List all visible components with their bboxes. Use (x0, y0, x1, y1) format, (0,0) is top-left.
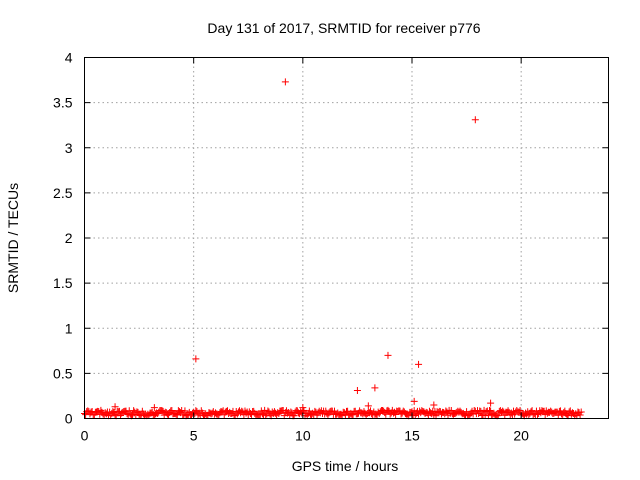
outlier-point (471, 116, 479, 124)
baseline-point (130, 407, 138, 415)
baseline-point (442, 407, 450, 415)
baseline-point (484, 412, 492, 420)
axis-ticks (84, 57, 609, 419)
baseline-point (447, 406, 455, 414)
y-tick-label: 0 (65, 411, 73, 427)
y-tick-label: 3 (65, 140, 73, 156)
y-tick-label: 0.5 (53, 365, 73, 381)
grid-lines (84, 57, 609, 419)
y-tick-label: 3.5 (53, 95, 73, 111)
y-tick-label: 1.5 (53, 275, 73, 291)
baseline-point (181, 407, 189, 415)
outlier-point (371, 384, 379, 392)
x-axis-label: GPS time / hours (292, 458, 399, 474)
baseline-point (482, 408, 490, 416)
y-tick-label: 2 (65, 230, 73, 246)
baseline-point (576, 411, 584, 419)
baseline-point (564, 412, 572, 420)
outlier-point (192, 355, 200, 363)
y-tick-label: 2.5 (53, 185, 73, 201)
outlier-point (299, 404, 307, 412)
outlier-point (384, 351, 392, 359)
outlier-point (281, 78, 289, 86)
y-tick-labels: 0 0.5 1 1.5 2 2.5 3 3.5 4 (53, 50, 73, 427)
x-tick-label: 20 (513, 428, 529, 444)
baseline-point (82, 411, 90, 419)
y-axis-label: SRMTID / TECUs (5, 183, 21, 293)
outlier-point (430, 401, 438, 409)
baseline-point (534, 411, 542, 419)
outlier-point (364, 402, 372, 410)
y-tick-label: 1 (65, 320, 73, 336)
x-tick-label: 0 (81, 428, 89, 444)
outlier-point (150, 404, 158, 412)
outlier-point (353, 387, 361, 395)
x-tick-label: 5 (190, 428, 198, 444)
y-tick-label: 4 (65, 50, 73, 66)
x-tick-labels: 0 5 10 15 20 (81, 428, 530, 444)
chart-title: Day 131 of 2017, SRMTID for receiver p77… (207, 20, 480, 36)
x-tick-label: 10 (295, 428, 311, 444)
data-points (81, 78, 585, 420)
x-tick-label: 15 (404, 428, 420, 444)
baseline-point (554, 411, 562, 419)
outlier-point (415, 360, 423, 368)
outlier-point (111, 403, 119, 411)
baseline-point (577, 408, 585, 416)
outlier-point (410, 397, 418, 405)
baseline-point (158, 407, 166, 415)
outlier-point (487, 399, 495, 407)
